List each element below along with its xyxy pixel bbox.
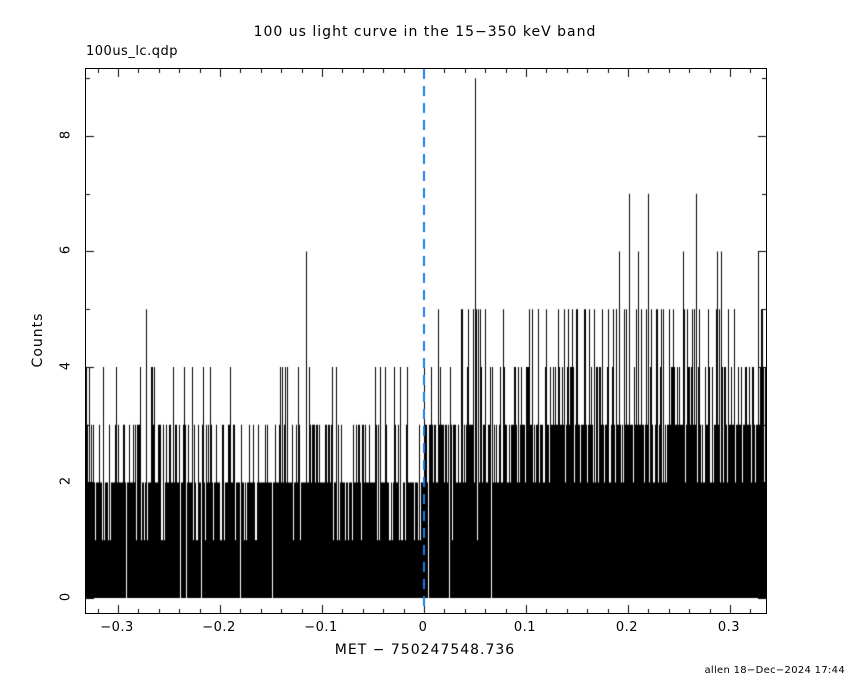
y-axis-title: Counts <box>30 312 46 368</box>
x-tick-label: −0.1 <box>304 620 338 635</box>
x-tick-label: −0.2 <box>202 620 236 635</box>
y-tick-label: 4 <box>58 361 74 371</box>
file-label: 100us_lc.qdp <box>86 44 178 59</box>
credit-stamp: allen 18−Dec−2024 17:44 <box>704 665 845 676</box>
x-tick-label: 0 <box>418 620 428 635</box>
y-tick-label: 8 <box>58 130 74 140</box>
x-tick-label: 0.1 <box>513 620 537 635</box>
lightcurve-canvas <box>86 69 766 613</box>
chart-title: 100 us light curve in the 15−350 keV ban… <box>253 24 597 40</box>
x-tick-label: 0.3 <box>717 620 741 635</box>
x-tick-label: 0.2 <box>615 620 639 635</box>
x-axis-title: MET − 750247548.736 <box>334 642 516 658</box>
y-tick-label: 2 <box>58 477 74 486</box>
y-tick-label: 6 <box>58 246 74 255</box>
x-tick-label: −0.3 <box>100 620 134 635</box>
plot-area <box>85 68 767 614</box>
y-tick-label: 0 <box>58 592 74 602</box>
